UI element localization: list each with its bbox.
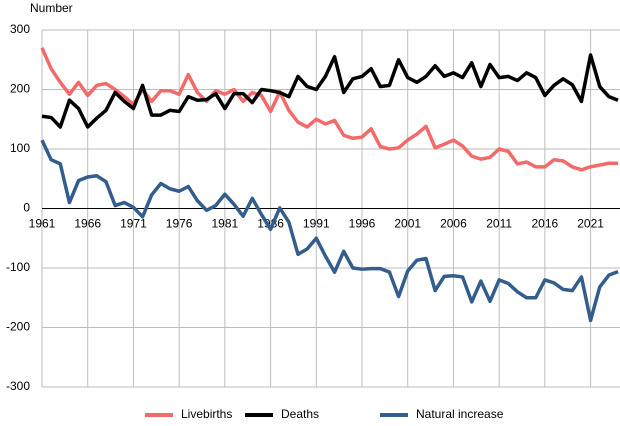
y-tick-label: 200 (10, 82, 30, 96)
x-tick-label: 1996 (349, 217, 376, 231)
y-tick-label: -200 (6, 320, 30, 334)
y-tick-label: 100 (10, 141, 30, 155)
x-tick-label: 1961 (29, 217, 56, 231)
x-tick-label: 2011 (486, 217, 512, 231)
x-tick-label: 1991 (303, 217, 330, 231)
series-line (41, 53, 619, 129)
legend-label: Natural increase (416, 407, 504, 421)
legend-label: Livebirths (181, 407, 232, 421)
x-tick-label: 2016 (532, 217, 559, 231)
y-tick-label: 300 (10, 22, 30, 36)
y-tick-label: 0 (23, 201, 30, 215)
y-axis-label: Number (30, 1, 73, 15)
x-tick-label: 1976 (166, 217, 193, 231)
series-line (40, 139, 619, 323)
x-tick-label: 1966 (74, 217, 101, 231)
x-tick-label: 1981 (212, 217, 239, 231)
x-tick-label: 2006 (440, 217, 467, 231)
y-tick-label: -100 (6, 260, 30, 274)
x-tick-label: 1971 (120, 217, 147, 231)
y-tick-label: -300 (6, 379, 30, 393)
legend-label: Deaths (281, 407, 319, 421)
x-tick-label: 2001 (394, 217, 421, 231)
x-tick-label: 2021 (577, 217, 604, 231)
